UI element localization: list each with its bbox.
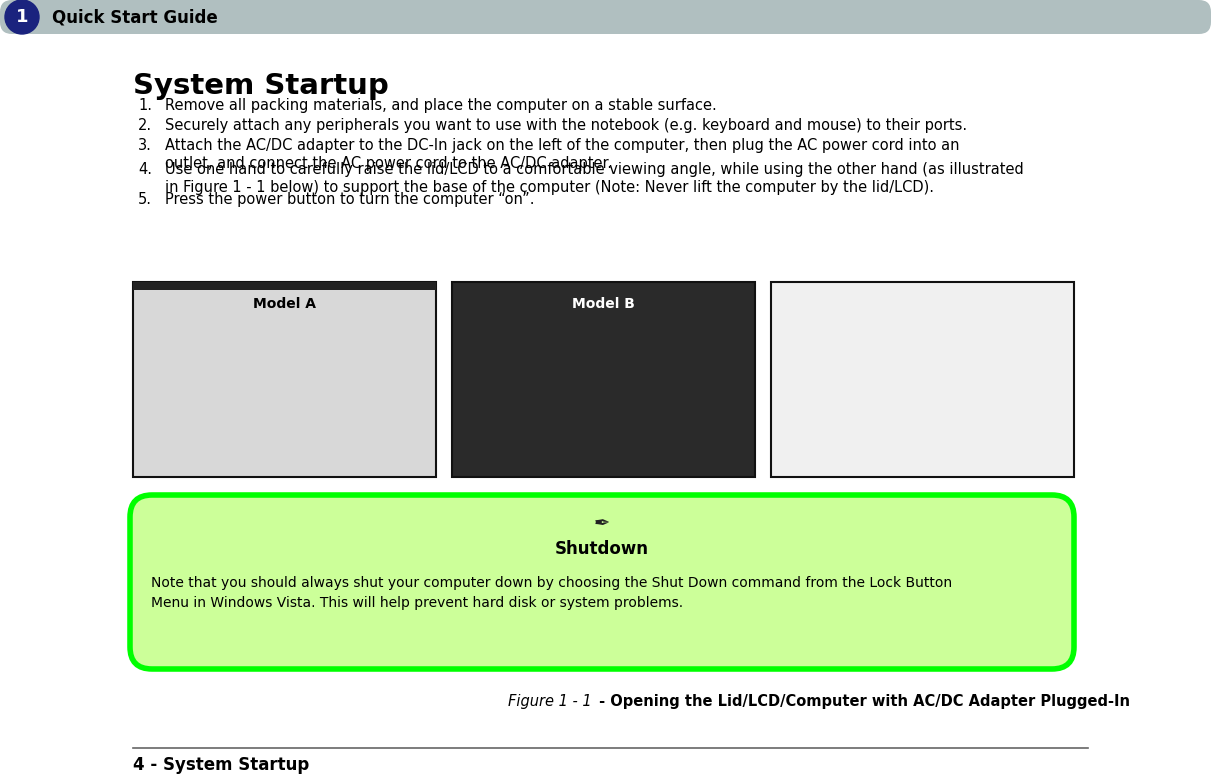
Text: Attach the AC/DC adapter to the DC-In jack on the left of the computer, then plu: Attach the AC/DC adapter to the DC-In ja… [165, 138, 959, 153]
Text: ✒: ✒ [593, 514, 610, 533]
Text: 5.: 5. [138, 192, 153, 207]
FancyBboxPatch shape [130, 495, 1074, 669]
Text: Quick Start Guide: Quick Start Guide [52, 8, 218, 26]
Text: in Figure 1 - 1 below) to support the base of the computer (Note: Never lift the: in Figure 1 - 1 below) to support the ba… [165, 180, 934, 195]
Text: Use one hand to carefully raise the lid/LCD to a comfortable viewing angle, whil: Use one hand to carefully raise the lid/… [165, 162, 1023, 177]
Text: 2.: 2. [138, 118, 153, 133]
Text: 1.: 1. [138, 98, 153, 113]
Text: 3.: 3. [138, 138, 151, 153]
Text: Press the power button to turn the computer “on”.: Press the power button to turn the compu… [165, 192, 534, 207]
Text: Model B: Model B [572, 297, 635, 311]
Text: Figure 1 - 1: Figure 1 - 1 [509, 694, 592, 709]
Text: Note that you should always shut your computer down by choosing the Shut Down co: Note that you should always shut your co… [151, 576, 952, 590]
Text: 4 - System Startup: 4 - System Startup [133, 756, 309, 774]
Bar [133, 282, 436, 290]
Text: Shutdown: Shutdown [555, 540, 649, 558]
Text: System Startup: System Startup [133, 72, 389, 100]
Text: - Opening the Lid/LCD/Computer with AC/DC Adapter Plugged-In: - Opening the Lid/LCD/Computer with AC/D… [595, 694, 1130, 709]
Text: Model A: Model A [253, 297, 316, 311]
FancyBboxPatch shape [0, 0, 1211, 34]
Text: Menu in Windows Vista. This will help prevent hard disk or system problems.: Menu in Windows Vista. This will help pr… [151, 596, 683, 610]
Circle shape [5, 0, 39, 34]
Text: Remove all packing materials, and place the computer on a stable surface.: Remove all packing materials, and place … [165, 98, 717, 113]
Text: Securely attach any peripherals you want to use with the notebook (e.g. keyboard: Securely attach any peripherals you want… [165, 118, 968, 133]
Text: 4.: 4. [138, 162, 153, 177]
Text: 1: 1 [16, 8, 28, 26]
Text: outlet, and connect the AC power cord to the AC/DC adapter.: outlet, and connect the AC power cord to… [165, 156, 612, 171]
Bar [771, 282, 1074, 477]
Bar [133, 282, 436, 477]
Bar [452, 282, 754, 477]
